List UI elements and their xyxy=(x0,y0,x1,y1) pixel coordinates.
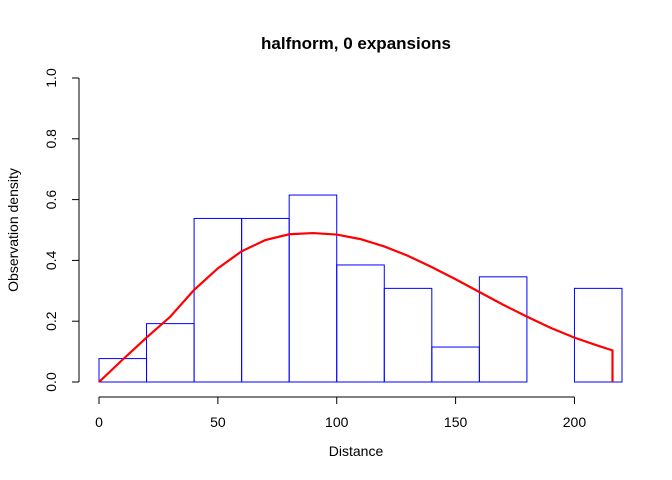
x-tick-label: 50 xyxy=(210,414,226,430)
histogram-bar xyxy=(193,217,243,383)
chart-title: halfnorm, 0 expansions xyxy=(261,34,451,53)
histogram-bar xyxy=(431,346,480,383)
y-tick-label: 1.0 xyxy=(43,68,59,88)
histogram-bar xyxy=(478,276,528,383)
y-tick-label: 0.0 xyxy=(43,372,59,392)
y-tick-label: 0.2 xyxy=(43,311,59,331)
y-tick-label: 0.4 xyxy=(43,250,59,270)
histogram-bars xyxy=(98,194,623,383)
y-axis: 0.0 0.2 0.4 0.6 0.8 1.0 xyxy=(43,68,80,392)
histogram-bar xyxy=(288,194,338,383)
x-tick-label: 200 xyxy=(563,414,587,430)
y-tick-label: 0.8 xyxy=(43,129,59,149)
x-axis-label: Distance xyxy=(329,443,384,459)
fitted-curve-layer xyxy=(98,231,614,383)
x-tick-label: 150 xyxy=(444,414,468,430)
histogram-bar xyxy=(241,217,290,383)
x-axis: 0 50 100 150 200 xyxy=(95,396,587,430)
histogram-bar xyxy=(573,287,623,383)
y-tick-label: 0.6 xyxy=(43,190,59,210)
x-tick-label: 0 xyxy=(95,414,103,430)
y-axis-label: Observation density xyxy=(5,168,21,292)
histogram-bar xyxy=(98,358,148,383)
x-tick-label: 100 xyxy=(325,414,349,430)
histogram-bar xyxy=(336,264,385,383)
fitted-detection-curve xyxy=(98,231,614,383)
histogram-bar xyxy=(383,287,433,383)
